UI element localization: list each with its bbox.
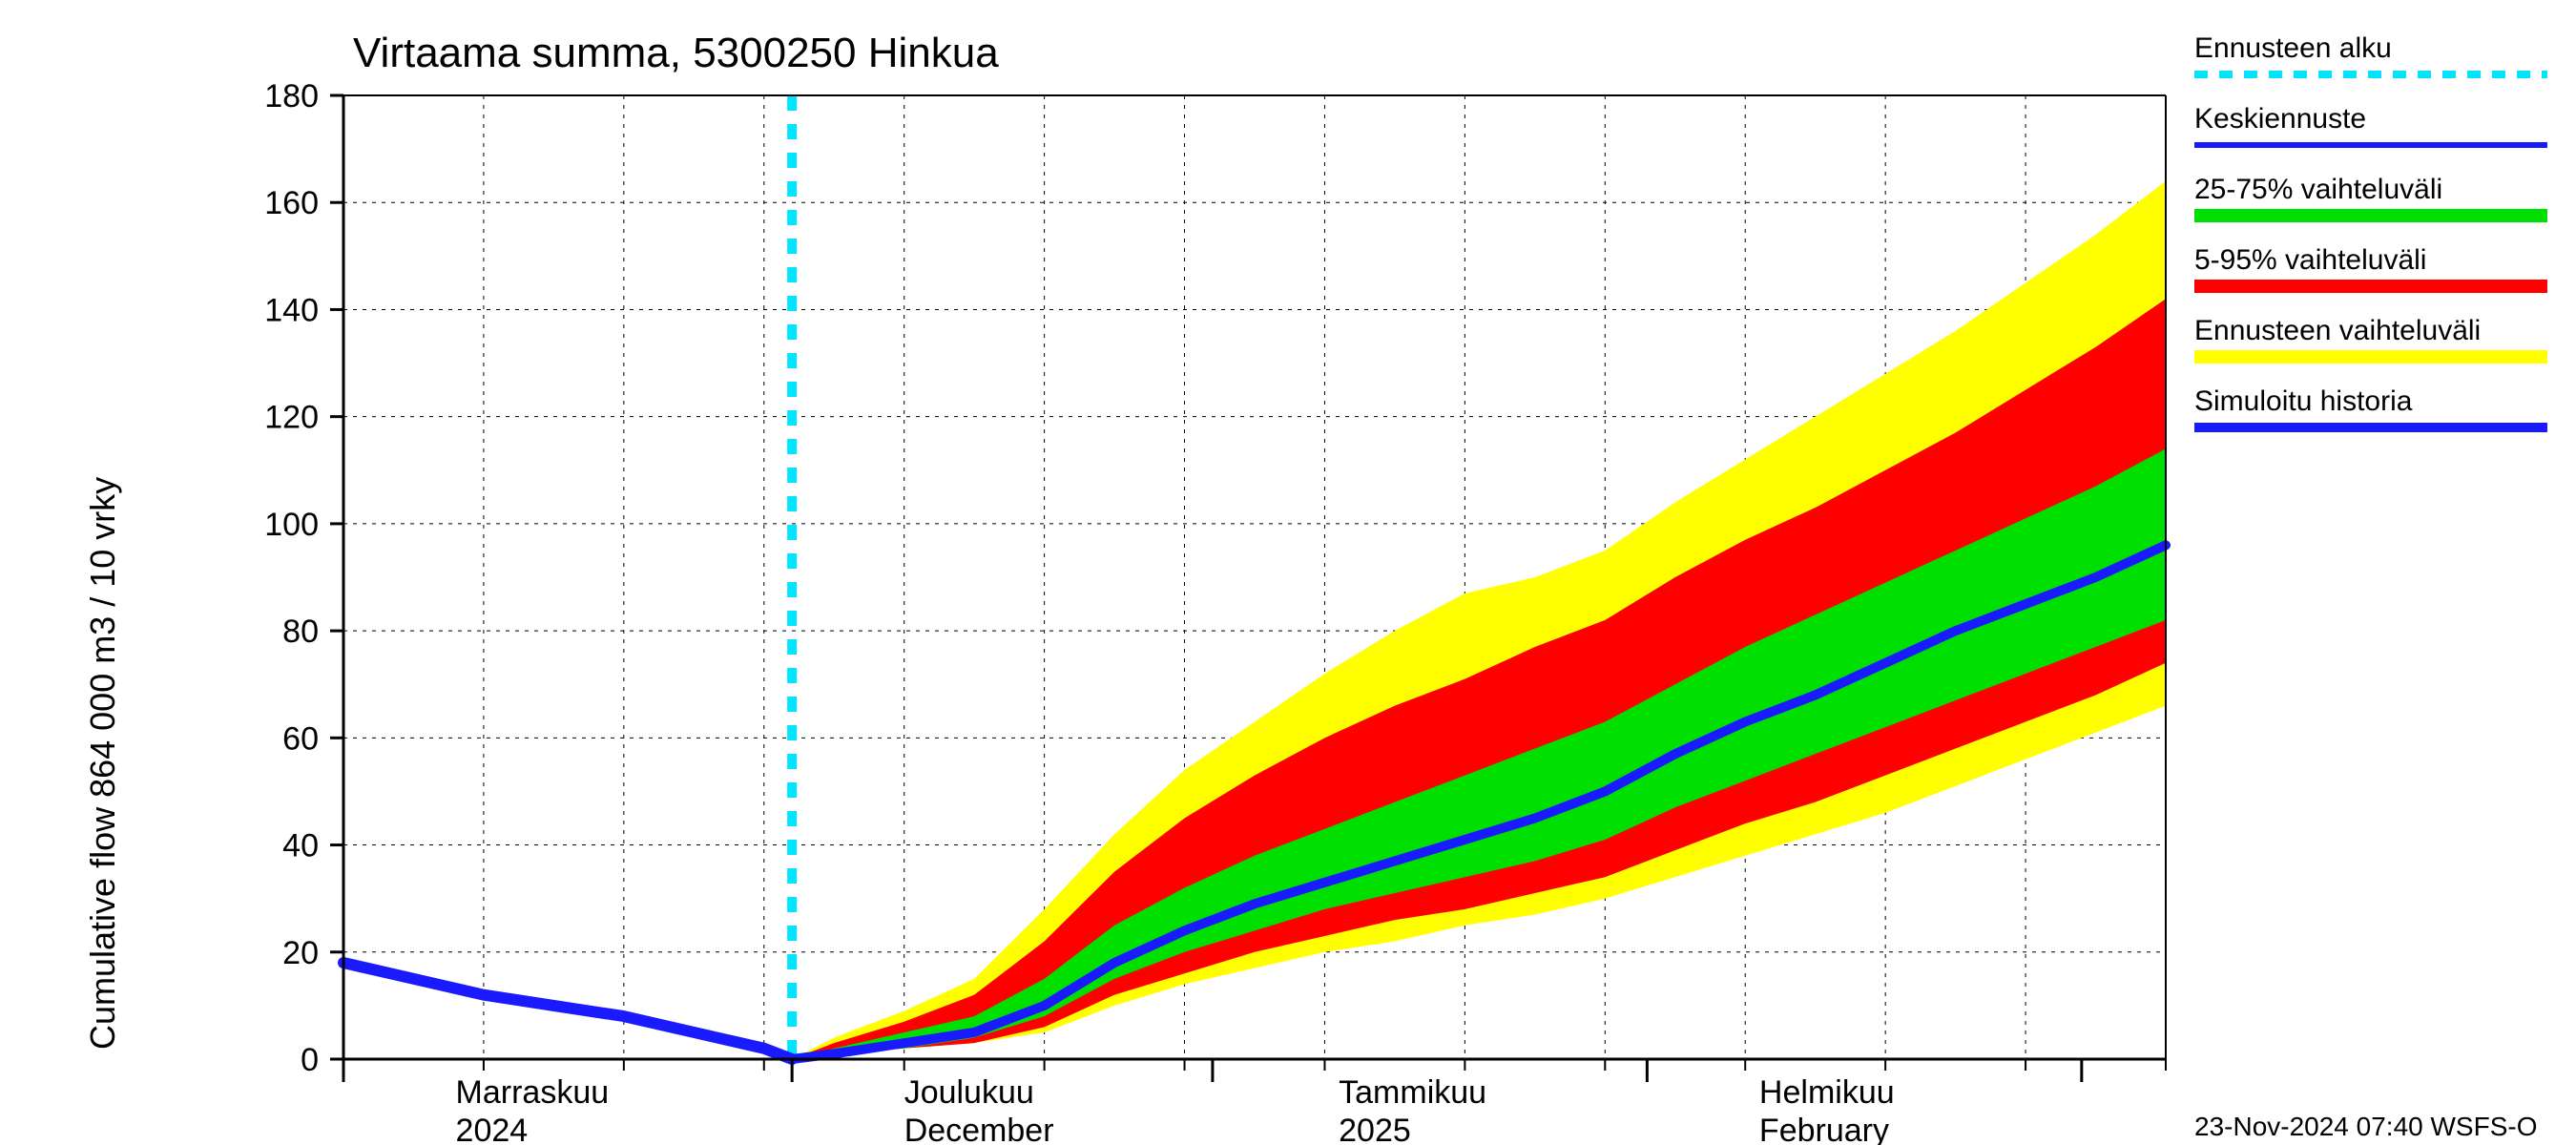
legend-label: Keskiennuste (2194, 103, 2366, 135)
y-tick-label: 80 (282, 614, 319, 650)
y-tick-label: 20 (282, 935, 319, 971)
chart-container: 0 20 40 60 80 100 120 140 160 180 Marraskuu2024 Jou… (0, 0, 2576, 1145)
x-month-sublabel: December (904, 1113, 1054, 1145)
y-tick-label: 120 (264, 400, 319, 436)
legend-label: Ennusteen alku (2194, 32, 2392, 64)
timestamp: 23-Nov-2024 07:40 WSFS-O (2194, 1112, 2538, 1141)
y-tick-label: 60 (282, 720, 319, 757)
y-axis-label: Cumulative flow 864 000 m3 / 10 vrky (83, 477, 122, 1050)
y-tick-label: 0 (301, 1042, 319, 1078)
y-tick-label: 100 (264, 507, 319, 543)
x-month-sublabel: February (1759, 1113, 1889, 1145)
x-month-label: Helmikuu (1759, 1074, 1895, 1111)
x-month-label: Tammikuu (1339, 1074, 1486, 1111)
y-tick-label: 160 (264, 185, 319, 221)
x-month-sublabel: 2025 (1339, 1113, 1411, 1145)
x-month-label: Marraskuu (456, 1074, 610, 1111)
y-tick-label: 180 (264, 78, 319, 114)
chart-svg: 0 20 40 60 80 100 120 140 160 180 Marraskuu2024 Jou… (0, 0, 2576, 1145)
legend-label: Ennusteen vaihteluväli (2194, 315, 2481, 346)
y-tick-label: 40 (282, 828, 319, 864)
legend-label: 25-75% vaihteluväli (2194, 174, 2442, 205)
x-month-sublabel: 2024 (456, 1113, 529, 1145)
legend-label: Simuloitu historia (2194, 385, 2413, 417)
legend-label: 5-95% vaihteluväli (2194, 244, 2426, 276)
y-tick-label: 140 (264, 292, 319, 328)
x-month-label: Joulukuu (904, 1074, 1034, 1111)
chart-title: Virtaama summa, 5300250 Hinkua (353, 30, 999, 76)
